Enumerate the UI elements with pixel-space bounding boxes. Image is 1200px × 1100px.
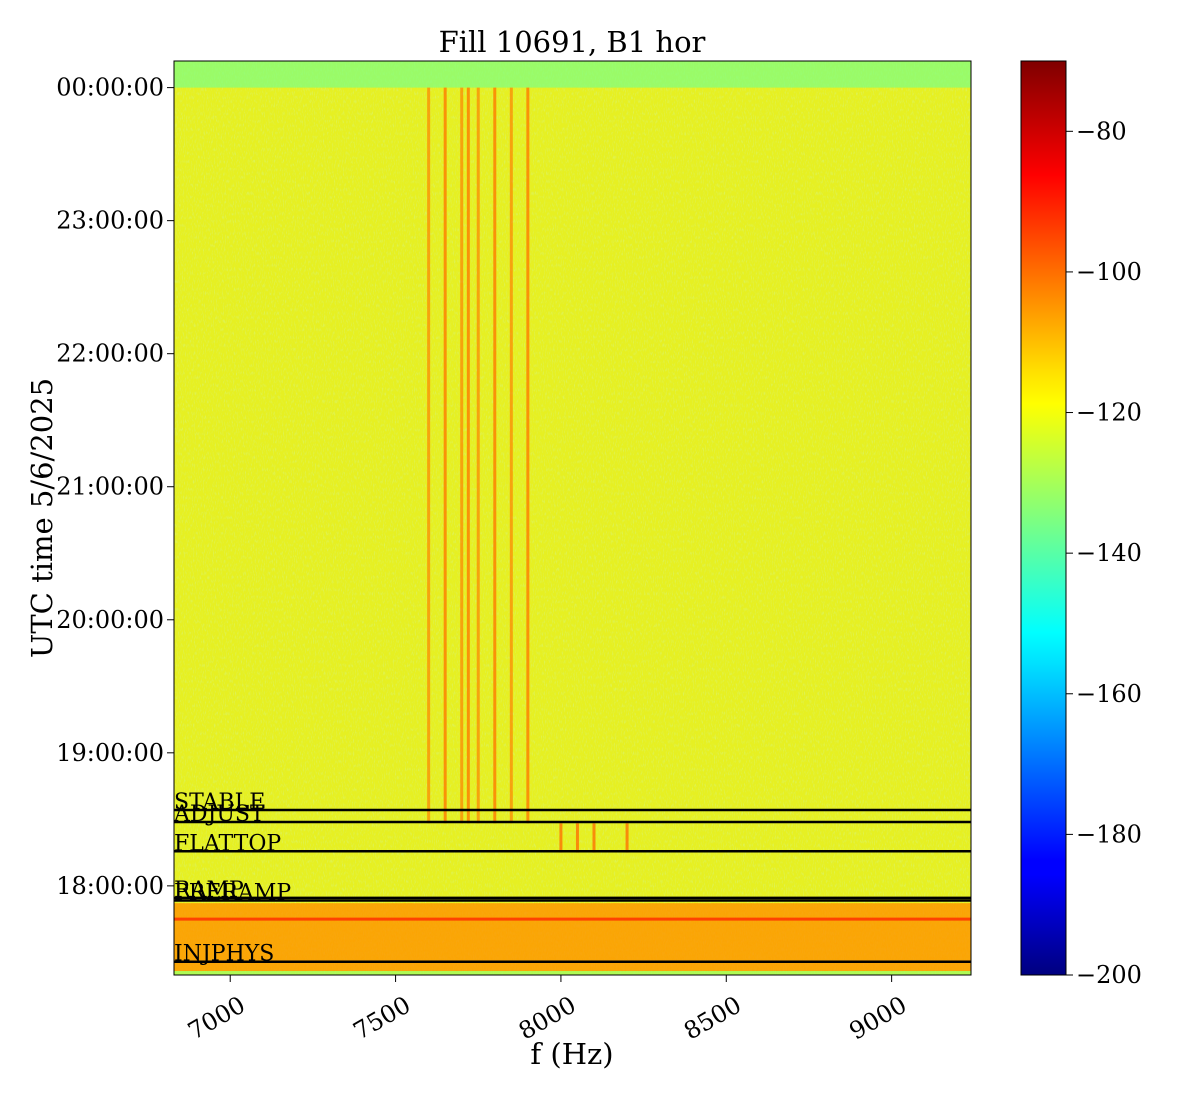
- chart-title: Fill 10691, B1 hor: [439, 25, 706, 59]
- flattop-line: [559, 823, 563, 853]
- spectral-line: [476, 87, 480, 824]
- beam-mode-label: STABLE: [174, 790, 265, 815]
- beam-mode-label: INJPHYS: [174, 942, 274, 967]
- noise-band-texture: [174, 903, 971, 972]
- x-tick-label: 8500: [679, 991, 746, 1046]
- colorbar-gradient: [1020, 60, 1067, 976]
- y-tick-label: 23:00:00: [56, 207, 164, 235]
- colorbar-tick-label: −200: [1076, 961, 1142, 989]
- colorbar-tick-label: −80: [1076, 117, 1127, 145]
- spectral-line: [443, 87, 447, 824]
- bottom-quiet-strip: [174, 971, 971, 975]
- plot-frame: [173, 60, 972, 976]
- spectral-line: [427, 87, 431, 824]
- y-axis-label: UTC time 5/6/2025: [25, 378, 59, 658]
- y-tick-label: 18:00:00: [56, 872, 164, 900]
- beam-mode-label: PRERAMP: [174, 880, 291, 905]
- spectral-line: [509, 87, 513, 824]
- colorbar-tick-label: −180: [1076, 820, 1142, 848]
- beam-mode-label: RAMP: [174, 878, 244, 903]
- x-axis-label: f (Hz): [530, 1037, 613, 1071]
- y-tick-label: 20:00:00: [56, 606, 164, 634]
- y-tick-label: 19:00:00: [56, 739, 164, 767]
- colorbar-tick-label: −100: [1076, 258, 1142, 286]
- colorbar-ticks: −80 −100 −120 −140 −160 −180 −200: [1066, 117, 1142, 989]
- flattop-line: [592, 823, 596, 853]
- flattop-line: [625, 823, 629, 853]
- x-tick-label: 9000: [845, 991, 912, 1046]
- colorbar-tick-label: −120: [1076, 399, 1142, 427]
- beam-mode-label: FLATTOP: [174, 831, 281, 856]
- spectral-line: [466, 87, 470, 824]
- top-quiet-strip: [174, 61, 971, 88]
- spectrogram-noise: [174, 61, 971, 975]
- flattop-line: [575, 823, 579, 853]
- x-tick-label: 7500: [348, 991, 415, 1046]
- colorbar: −80 −100 −120 −140 −160 −180 −200: [1020, 60, 1142, 989]
- colorbar-tick-label: −140: [1076, 539, 1142, 567]
- spectral-line: [526, 87, 530, 824]
- x-tick-label: 7000: [183, 991, 250, 1046]
- plot-area: [174, 61, 971, 975]
- x-axis: 7000 7500 8000 8500 9000: [183, 975, 911, 1045]
- y-axis: 18:00:00 19:00:00 20:00:00 21:00:00 22:00:00…: [56, 74, 174, 900]
- spectral-line: [493, 87, 497, 824]
- y-tick-label: 22:00:00: [56, 340, 164, 368]
- beam-mode-label: ADJUST: [173, 802, 265, 827]
- colorbar-tick-label: −160: [1076, 680, 1142, 708]
- y-tick-label: 21:00:00: [56, 473, 164, 501]
- y-tick-label: 00:00:00: [56, 74, 164, 102]
- noise-band-stripe: [174, 917, 971, 921]
- spectral-line: [460, 87, 464, 824]
- spectral-features: [174, 61, 971, 975]
